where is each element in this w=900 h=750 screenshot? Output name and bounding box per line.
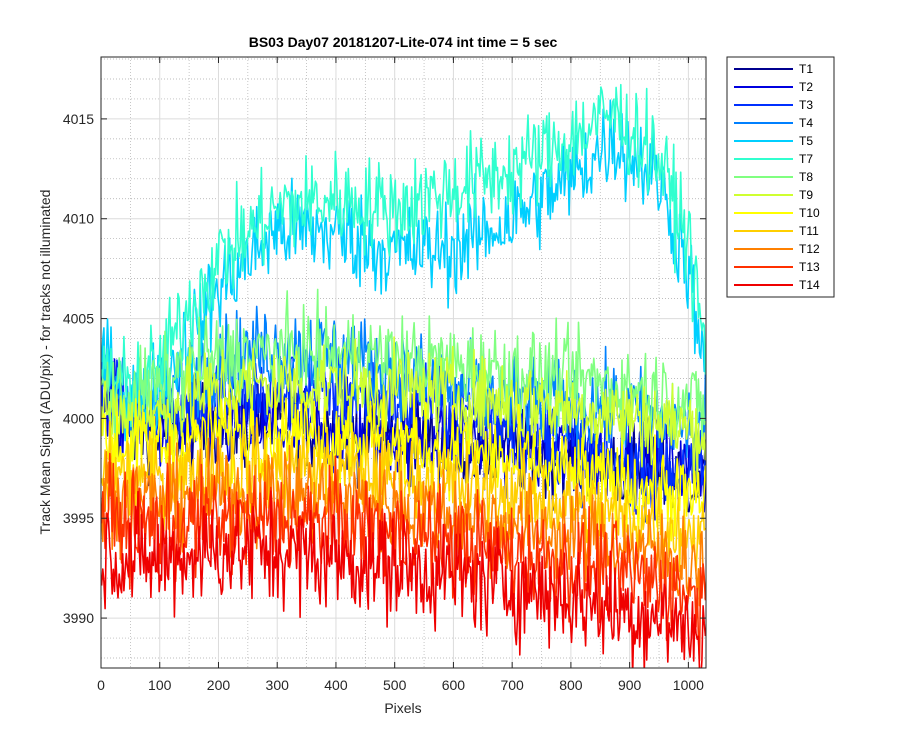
y-tick-label: 4005	[63, 311, 94, 327]
series-line-t8	[101, 288, 706, 445]
x-tick-label: 200	[207, 677, 231, 693]
legend-label-t14: T14	[799, 278, 820, 292]
y-tick-label: 4015	[63, 111, 94, 127]
x-tick-label: 500	[383, 677, 407, 693]
legend-label-t5: T5	[799, 134, 813, 148]
x-tick-label: 400	[324, 677, 348, 693]
series-line-t14	[101, 490, 706, 668]
legend: T1 T2 T3 T4 T5 T7 T8 T9 T10 T11 T12 T13 T14	[726, 56, 835, 298]
y-tick-label: 4010	[63, 211, 94, 227]
x-tick-label: 300	[266, 677, 290, 693]
series-lines	[101, 83, 706, 668]
legend-label-t7: T7	[799, 152, 813, 166]
series-line-t9	[101, 336, 706, 491]
legend-label-t3: T3	[799, 98, 813, 112]
x-tick-label: 100	[148, 677, 172, 693]
y-tick-labels: 3990 3995 4000 4005 4010 4015	[63, 111, 94, 626]
legend-label-t13: T13	[799, 260, 820, 274]
legend-items: T1 T2 T3 T4 T5 T7 T8 T9 T10 T11 T12 T13 T14	[734, 62, 820, 292]
y-tick-label: 4000	[63, 410, 94, 426]
legend-label-t2: T2	[799, 80, 813, 94]
legend-label-t10: T10	[799, 206, 820, 220]
x-tick-labels: 0 100 200 300 400 500 600 700 800 900 1000	[97, 677, 704, 693]
legend-label-t9: T9	[799, 188, 813, 202]
legend-label-t1: T1	[799, 62, 813, 76]
legend-label-t12: T12	[799, 242, 820, 256]
y-tick-label: 3990	[63, 610, 94, 626]
series-line-t7	[101, 83, 706, 428]
series-line-t5	[101, 99, 706, 444]
legend-label-t11: T11	[799, 224, 819, 238]
axis-ticks	[100, 57, 706, 668]
plot-frame	[100, 56, 707, 669]
plot-area	[100, 56, 707, 669]
chart-title: BS03 Day07 20181207-Lite-074 int time = …	[249, 34, 558, 50]
y-tick-label: 3995	[63, 510, 94, 526]
x-tick-label: 800	[559, 677, 583, 693]
x-axis-label: Pixels	[384, 700, 421, 716]
x-tick-label: 600	[442, 677, 466, 693]
x-tick-label: 0	[97, 677, 105, 693]
series-line-t10	[101, 379, 706, 542]
x-tick-label: 1000	[673, 677, 704, 693]
legend-label-t8: T8	[799, 170, 813, 184]
x-tick-label: 900	[618, 677, 642, 693]
x-tick-label: 700	[500, 677, 524, 693]
legend-label-t4: T4	[799, 116, 813, 130]
y-axis-label: Track Mean Signal (ADU/pix) - for tracks…	[37, 190, 53, 535]
